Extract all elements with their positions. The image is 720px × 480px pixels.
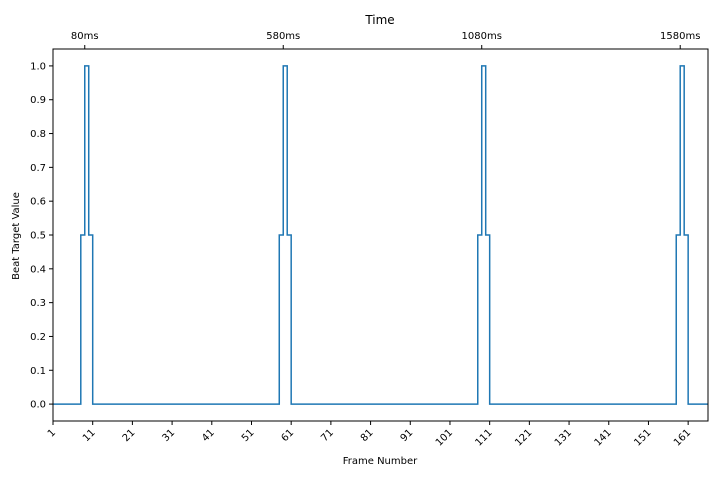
x-tick-label: 71 xyxy=(319,427,336,444)
y-tick-label: 0.3 xyxy=(30,298,46,309)
top-tick-label: 580ms xyxy=(266,31,300,42)
x-tick-label: 101 xyxy=(434,427,455,448)
top-tick-label: 80ms xyxy=(71,31,99,42)
x-tick-label: 1 xyxy=(46,427,58,439)
plot-frame xyxy=(52,48,709,422)
y-tick-label: 0.0 xyxy=(30,400,46,411)
y-tick-label: 0.9 xyxy=(30,95,46,106)
top-tick-label: 1080ms xyxy=(462,31,502,42)
beat-target-line xyxy=(53,65,708,405)
y-tick-label: 0.6 xyxy=(30,197,46,208)
top-axis-title: Time xyxy=(364,13,394,27)
y-tick-label: 0.7 xyxy=(30,163,46,174)
y-tick-label: 0.1 xyxy=(30,366,46,377)
series-layer xyxy=(53,65,708,405)
x-tick-label: 161 xyxy=(672,427,693,448)
x-tick-label: 21 xyxy=(121,427,138,444)
y-tick-label: 0.2 xyxy=(30,332,46,343)
x-tick-label: 61 xyxy=(280,427,297,444)
x-tick-label: 111 xyxy=(474,427,495,448)
y-tick-label: 0.5 xyxy=(30,231,46,242)
x-tick-label: 141 xyxy=(593,427,614,448)
x-tick-label: 51 xyxy=(240,427,257,444)
y-tick-label: 0.8 xyxy=(30,129,46,140)
x-tick-label: 91 xyxy=(399,427,416,444)
x-tick-label: 131 xyxy=(553,427,574,448)
ticks-layer: 0.00.10.20.30.40.50.60.70.80.91.01 11 21 31… xyxy=(30,31,700,449)
x-axis-label: Frame Number xyxy=(343,456,418,467)
x-tick-label: 41 xyxy=(200,427,217,444)
x-tick-label: 11 xyxy=(81,427,98,444)
y-tick-label: 1.0 xyxy=(30,61,46,72)
x-tick-label: 81 xyxy=(359,427,376,444)
y-axis-label: Beat Target Value xyxy=(11,192,22,280)
top-tick-label: 1580ms xyxy=(660,31,700,42)
x-tick-label: 151 xyxy=(632,427,653,448)
x-tick-label: 31 xyxy=(160,427,177,444)
y-tick-label: 0.4 xyxy=(30,264,46,275)
x-tick-label: 121 xyxy=(513,427,534,448)
